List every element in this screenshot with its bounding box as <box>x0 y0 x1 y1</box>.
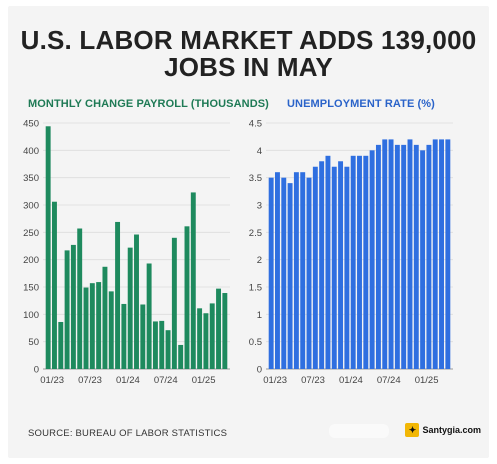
unemployment-bar <box>407 139 413 369</box>
payroll-bar <box>184 226 190 369</box>
payroll-bar <box>171 237 177 369</box>
unemployment-bar <box>401 144 407 369</box>
unemployment-bar <box>369 150 375 369</box>
payroll-bar <box>222 293 228 369</box>
payroll-bar <box>52 201 57 369</box>
unemployment-y-tick-label: 4.5 <box>249 119 262 130</box>
payroll-bar <box>134 234 139 369</box>
unemployment-bar <box>445 139 451 369</box>
unemployment-y-tick-label: 1 <box>257 310 262 321</box>
unemployment-bar <box>312 166 318 369</box>
payroll-y-tick-label: 50 <box>28 337 39 348</box>
payroll-bar <box>216 288 221 369</box>
payroll-bar <box>70 244 76 369</box>
payroll-chart-title: MONTHLY CHANGE PAYROLL (THOUSANDS) <box>28 98 269 110</box>
payroll-x-tick-label: 01/25 <box>192 375 216 386</box>
unemployment-bar <box>293 172 299 369</box>
payroll-x-tick-label: 01/24 <box>116 375 140 386</box>
unemployment-bar <box>432 139 438 369</box>
unemployment-x-tick-label: 01/25 <box>415 375 439 386</box>
payroll-bar <box>83 287 89 369</box>
unemployment-y-tick-label: 2.5 <box>249 228 262 239</box>
unemployment-bar <box>357 155 362 369</box>
unemployment-bar <box>426 144 432 369</box>
unemployment-y-tick-label: 2 <box>257 255 262 266</box>
payroll-bar <box>197 308 203 369</box>
watermark-smudge <box>329 424 389 438</box>
payroll-y-tick-label: 400 <box>23 146 39 157</box>
unemployment-bar <box>300 172 306 369</box>
unemployment-bar <box>375 144 381 369</box>
payroll-bar <box>64 250 70 369</box>
payroll-bar <box>58 321 64 369</box>
payroll-y-tick-label: 0 <box>34 365 39 376</box>
unemployment-bar <box>275 172 280 369</box>
payroll-bar <box>152 321 158 369</box>
payroll-y-tick-label: 250 <box>23 228 39 239</box>
payroll-bar <box>102 266 108 369</box>
watermark-logo-icon: ✦ <box>405 423 420 437</box>
payroll-x-tick-label: 07/24 <box>154 375 178 386</box>
payroll-bar <box>127 247 133 369</box>
unemployment-bar <box>363 155 369 369</box>
payroll-y-tick-label: 100 <box>23 310 39 321</box>
watermark-text: Santygia.com <box>422 425 481 435</box>
unemployment-y-tick-label: 3.5 <box>249 173 262 184</box>
unemployment-bar <box>338 161 344 369</box>
unemployment-bar <box>306 177 312 369</box>
unemployment-x-tick-label: 07/24 <box>377 375 401 386</box>
unemployment-bar <box>281 177 287 369</box>
unemployment-bar <box>413 144 419 369</box>
unemployment-bar <box>344 166 350 369</box>
payroll-y-tick-label: 300 <box>23 201 39 212</box>
payroll-x-tick-label: 01/23 <box>40 375 64 386</box>
unemployment-bar <box>420 150 426 369</box>
unemployment-bar <box>325 155 331 369</box>
watermark[interactable]: ✦ Santygia.com <box>405 421 481 439</box>
payroll-bar <box>146 263 152 369</box>
unemployment-bar <box>382 139 388 369</box>
payroll-bar <box>115 221 121 369</box>
payroll-bar <box>209 303 215 369</box>
unemployment-y-tick-label: 0.5 <box>249 337 262 348</box>
source-note: SOURCE: BUREAU OF LABOR STATISTICS <box>28 428 228 439</box>
payroll-bar <box>45 126 51 369</box>
payroll-bar <box>89 283 95 369</box>
payroll-bar <box>159 320 165 369</box>
payroll-bar <box>190 192 196 369</box>
unemployment-bar <box>287 183 293 369</box>
unemployment-bar <box>394 144 400 369</box>
unemployment-y-tick-label: 0 <box>257 365 262 376</box>
payroll-bar <box>77 228 83 369</box>
unemployment-bar <box>350 155 356 369</box>
unemployment-chart-title: UNEMPLOYMENT RATE (%) <box>287 98 435 110</box>
unemployment-bar <box>439 139 444 369</box>
page-title-line-1: U.S. LABOR MARKET ADDS 139,000 <box>20 25 477 55</box>
payroll-bar <box>96 282 102 369</box>
unemployment-x-tick-label: 07/23 <box>301 375 325 386</box>
payroll-bar <box>140 304 146 369</box>
unemployment-x-tick-label: 01/23 <box>263 375 287 386</box>
payroll-bar <box>121 303 127 369</box>
unemployment-y-tick-label: 3 <box>257 201 262 212</box>
unemployment-bar <box>331 166 337 369</box>
payroll-bar <box>178 344 184 369</box>
payroll-y-tick-label: 200 <box>23 255 39 266</box>
payroll-x-tick-label: 07/23 <box>78 375 102 386</box>
unemployment-bar <box>388 139 394 369</box>
unemployment-y-tick-label: 1.5 <box>249 283 262 294</box>
unemployment-x-tick-label: 01/24 <box>339 375 363 386</box>
payroll-bar <box>165 330 171 369</box>
unemployment-bar <box>268 177 274 369</box>
payroll-bar <box>108 291 114 369</box>
payroll-bar <box>203 313 209 369</box>
page-title-line-2: JOBS IN MAY <box>164 52 333 82</box>
unemployment-bar <box>319 161 325 369</box>
payroll-y-tick-label: 450 <box>23 119 39 130</box>
payroll-y-tick-label: 350 <box>23 173 39 184</box>
payroll-y-tick-label: 150 <box>23 283 39 294</box>
unemployment-y-tick-label: 4 <box>257 146 262 157</box>
